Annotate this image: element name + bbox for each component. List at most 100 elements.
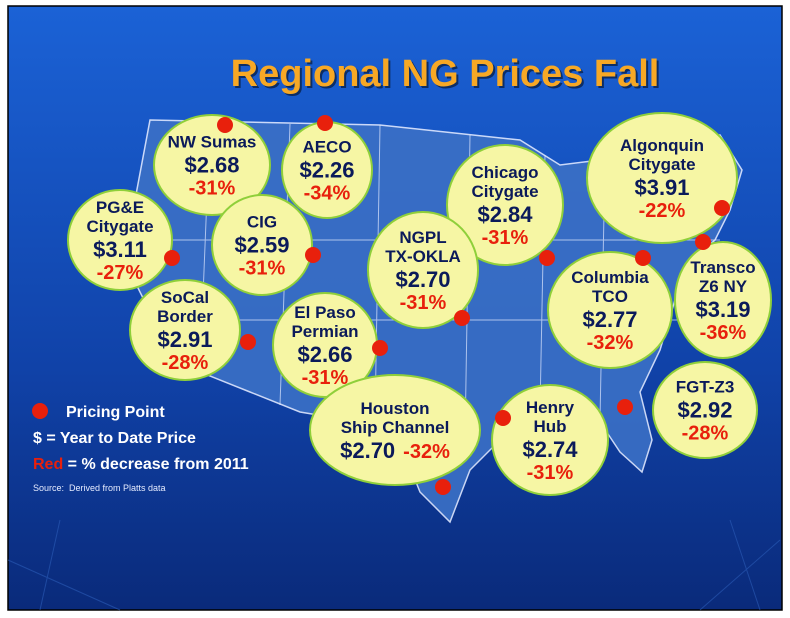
hub: CIG$2.59-31%	[211, 194, 321, 296]
hub-bubble	[67, 189, 173, 291]
title-shadow: Regional NG Prices Fall	[233, 55, 662, 97]
hub-name: Citygate	[86, 217, 153, 236]
hub-price: $2.92	[677, 398, 732, 423]
hub-price: $2.26	[299, 158, 354, 183]
legend-price: $ = Year to Date Price	[33, 430, 196, 447]
pricing-point	[217, 117, 233, 133]
hub-name: NW Sumas	[168, 133, 257, 152]
hub-bubble	[211, 194, 313, 296]
title: Regional NG Prices Fall	[231, 53, 660, 95]
pricing-point	[714, 200, 730, 216]
hub: AECO$2.26-34%	[281, 115, 373, 219]
hub-change: -31%	[482, 227, 529, 249]
hub-bubble	[153, 114, 271, 216]
pricing-point	[495, 410, 511, 426]
hub-name: CIG	[247, 213, 277, 232]
hub-name: AECO	[302, 138, 351, 157]
pricing-point	[240, 334, 256, 350]
background-lines	[7, 519, 781, 611]
hub-change: -32%	[587, 332, 634, 354]
hub-bubble	[547, 251, 673, 369]
hub-price: $2.59	[234, 233, 289, 258]
pricing-point	[305, 247, 321, 263]
hub-price: $3.91	[634, 175, 689, 200]
hub-price: $2.68	[184, 153, 239, 178]
hub-bubble	[491, 384, 609, 496]
hub-change: -22%	[639, 200, 686, 222]
hub-name: Citygate	[628, 155, 695, 174]
pricing-point	[435, 479, 451, 495]
hub-name: Chicago	[471, 163, 538, 182]
hub-bubble	[652, 361, 758, 459]
legend-decrease: Red = % decrease from 2011	[33, 456, 249, 473]
pricing-point	[164, 250, 180, 266]
pricing-point	[372, 340, 388, 356]
hub-bubble	[129, 279, 241, 381]
hub-name: El Paso	[294, 303, 355, 322]
hub-name: Houston	[361, 399, 430, 418]
hub-price: $2.84	[477, 202, 533, 227]
hub-change: -34%	[304, 183, 351, 205]
hub-name: NGPL	[399, 228, 446, 247]
hub: NW Sumas$2.68-31%	[153, 114, 271, 216]
hub-price: $3.11	[93, 237, 147, 262]
hub-price: $2.70	[340, 438, 395, 463]
hub-change: -31%	[400, 292, 447, 314]
hub-change: -31%	[189, 178, 236, 200]
hubs: NW Sumas$2.68-31%AECO$2.26-34%PG&ECityga…	[67, 112, 772, 496]
hub-name: Algonquin	[620, 136, 704, 155]
hub-bubble	[309, 374, 481, 486]
hub-change: -27%	[97, 262, 144, 284]
hub-values: $2.70 -32%	[340, 438, 450, 463]
hub-bubble	[586, 112, 738, 244]
hub-change: -28%	[162, 352, 209, 374]
hub-name: Ship Channel	[341, 418, 450, 437]
hub-price: $3.19	[695, 297, 750, 322]
hub-price: $2.70	[395, 267, 450, 292]
legend-point: Pricing Point	[66, 404, 165, 421]
hub-bubble	[674, 241, 772, 359]
legend-decrease-text: = % decrease from 2011	[63, 456, 249, 473]
legend-dot	[32, 403, 48, 419]
hub-change: -31%	[527, 462, 574, 484]
hub-name: FGT-Z3	[676, 378, 735, 397]
hub-name: Transco	[690, 258, 755, 277]
pricing-point	[317, 115, 333, 131]
pricing-point	[454, 310, 470, 326]
hub-name: TCO	[592, 287, 628, 306]
hub-price: $2.74	[522, 437, 578, 462]
hub-bubble	[367, 211, 479, 329]
hub-bubble	[446, 144, 564, 266]
legend-red: Red	[33, 456, 63, 473]
hub: FGT-Z3$2.92-28%	[617, 361, 758, 459]
hub-name: Henry	[526, 398, 575, 417]
pricing-point	[539, 250, 555, 266]
pricing-point	[635, 250, 651, 266]
hub-name: Columbia	[571, 268, 649, 287]
hub-price: $2.66	[297, 342, 352, 367]
hub-price: $2.77	[582, 307, 637, 332]
hub-name: Citygate	[471, 182, 538, 201]
hub-change: -28%	[682, 423, 729, 445]
pricing-point	[695, 234, 711, 250]
hub-name: SoCal	[161, 288, 209, 307]
hub-change: -31%	[302, 367, 349, 389]
hub-price: $2.91	[157, 327, 212, 352]
hub-change: -36%	[700, 322, 747, 344]
hub-change: -32%	[403, 441, 450, 463]
hub-change: -31%	[239, 258, 286, 280]
source: Source: Derived from Platts data	[33, 483, 166, 493]
pricing-point	[617, 399, 633, 415]
hub-name: Z6 NY	[699, 277, 748, 296]
